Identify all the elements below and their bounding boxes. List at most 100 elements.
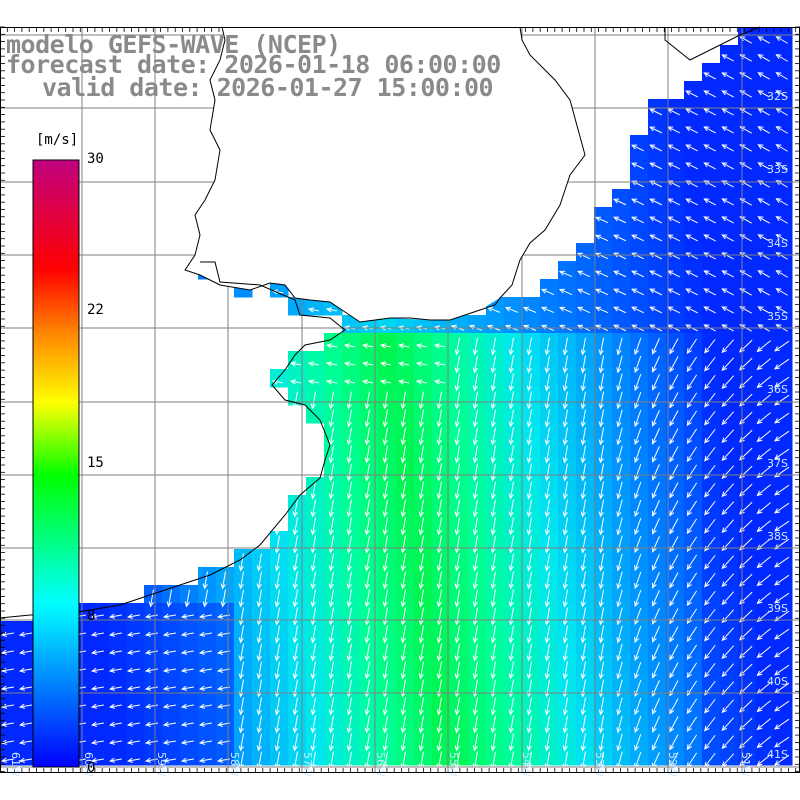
wind-arrow xyxy=(651,428,660,445)
wind-arrow xyxy=(526,535,532,554)
wind-cell xyxy=(324,567,343,586)
wind-arrow xyxy=(544,589,550,608)
wind-cell xyxy=(342,351,361,370)
wind-cell xyxy=(468,333,487,352)
wind-arrow xyxy=(400,517,406,536)
wind-arrow xyxy=(703,126,716,134)
wind-arrow xyxy=(454,373,460,392)
wind-arrow xyxy=(144,667,158,673)
wind-cell xyxy=(684,297,703,316)
wind-arrow xyxy=(756,718,771,731)
wind-cell xyxy=(270,729,289,748)
wind-cell xyxy=(360,531,379,550)
wind-arrow xyxy=(703,288,716,296)
wind-arrow xyxy=(756,574,771,587)
wind-arrow xyxy=(472,697,478,716)
wind-arrow xyxy=(364,517,370,536)
wind-cell xyxy=(486,423,505,442)
wind-cell xyxy=(576,243,595,262)
wind-cell xyxy=(594,351,613,370)
wind-arrow xyxy=(436,751,442,770)
wind-arrow xyxy=(649,198,663,206)
wind-arrow xyxy=(774,646,790,658)
wind-cell xyxy=(108,747,127,766)
wind-cell xyxy=(558,261,577,280)
wind-arrow xyxy=(721,411,735,426)
wind-cell xyxy=(720,261,739,280)
wind-arrow xyxy=(544,427,550,446)
wind-cell xyxy=(756,405,775,424)
wind-cell xyxy=(252,549,271,568)
wind-cell xyxy=(396,333,415,352)
wind-arrow xyxy=(126,721,140,727)
wind-cell xyxy=(522,441,541,460)
wind-cell xyxy=(432,531,451,550)
wind-arrow xyxy=(721,375,735,390)
wind-cell xyxy=(684,81,703,100)
wind-cell xyxy=(738,189,757,208)
wind-arrow xyxy=(616,499,623,518)
wind-arrow xyxy=(544,697,550,716)
wind-arrow xyxy=(220,589,226,608)
wind-arrow xyxy=(508,463,514,482)
wind-cell xyxy=(288,639,307,658)
wind-arrow xyxy=(180,703,194,709)
wind-cell xyxy=(684,567,703,586)
wind-cell xyxy=(342,459,361,478)
wind-cell xyxy=(486,675,505,694)
wind-cell xyxy=(702,207,721,226)
wind-cell xyxy=(684,531,703,550)
wind-arrow xyxy=(562,391,568,410)
wind-cell xyxy=(486,459,505,478)
wind-cell xyxy=(450,675,469,694)
wind-arrow xyxy=(346,589,352,608)
wind-cell xyxy=(720,45,739,64)
wind-arrow xyxy=(562,463,568,482)
wind-arrow xyxy=(180,721,194,727)
wind-arrow xyxy=(144,739,158,745)
wind-arrow xyxy=(595,216,609,224)
wind-cell xyxy=(756,45,775,64)
wind-cell xyxy=(756,729,775,748)
wind-cell xyxy=(558,441,577,460)
lat-label-39S: 39S xyxy=(767,602,788,615)
wind-arrow xyxy=(397,361,410,367)
wind-arrow xyxy=(704,716,716,732)
wind-arrow xyxy=(379,379,392,385)
wind-cell xyxy=(288,711,307,730)
wind-cell xyxy=(216,585,235,604)
wind-arrow xyxy=(756,448,771,461)
wind-cell xyxy=(288,675,307,694)
wind-arrow xyxy=(418,607,424,626)
wind-arrow xyxy=(544,355,550,374)
wind-cell xyxy=(324,459,343,478)
wind-cell xyxy=(540,423,559,442)
wind-cell xyxy=(324,621,343,640)
wind-cell xyxy=(558,297,577,316)
wind-cell xyxy=(504,387,523,406)
wind-cell xyxy=(702,117,721,136)
wind-cell xyxy=(378,729,397,748)
wind-arrow xyxy=(508,661,514,680)
wind-cell xyxy=(756,693,775,712)
wind-cell xyxy=(486,441,505,460)
wind-arrow xyxy=(580,715,586,734)
wind-cell xyxy=(720,315,739,334)
wind-arrow xyxy=(669,554,679,571)
wind-arrow xyxy=(598,625,605,644)
wind-cell xyxy=(378,657,397,676)
wind-cell xyxy=(432,693,451,712)
wind-cell xyxy=(612,297,631,316)
wind-cell xyxy=(252,711,271,730)
wind-arrow xyxy=(526,625,532,644)
wind-arrow xyxy=(580,355,586,374)
wind-arrow xyxy=(472,499,478,518)
wind-cell xyxy=(432,369,451,388)
wind-arrow xyxy=(774,358,790,370)
wind-cell xyxy=(378,405,397,424)
wind-arrow xyxy=(775,126,788,134)
wind-cell xyxy=(324,747,343,766)
wind-arrow xyxy=(328,715,334,734)
wind-cell xyxy=(756,279,775,298)
wind-cell xyxy=(702,459,721,478)
